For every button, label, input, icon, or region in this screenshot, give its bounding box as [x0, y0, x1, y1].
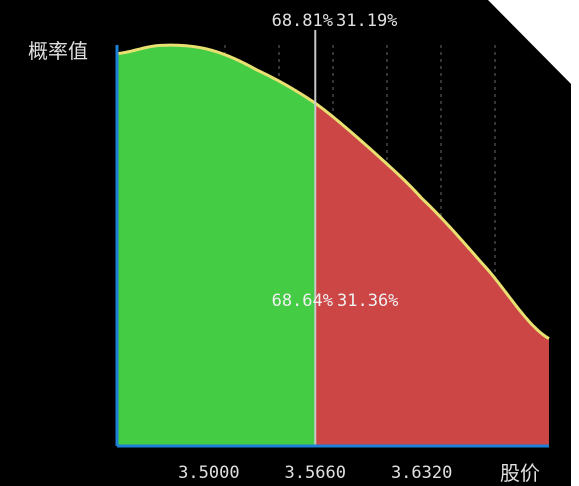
x-tick-label: 3.6320	[391, 463, 452, 483]
mid-right-percentage: 31.36%	[337, 291, 398, 311]
top-left-percentage: 68.81%	[272, 11, 333, 31]
probability-curve	[116, 43, 550, 340]
y-axis-label: 概率值	[28, 39, 88, 63]
top-right-percentage: 31.19%	[336, 11, 397, 31]
x-tick-labels: 3.5000 3.5660 3.6320	[178, 463, 452, 483]
x-axis-label: 股价	[500, 461, 540, 485]
x-tick-label: 3.5660	[285, 463, 346, 483]
left-probability-area	[117, 45, 316, 446]
x-tick-label: 3.5000	[178, 463, 239, 483]
right-probability-area	[315, 103, 549, 447]
mid-left-percentage: 68.64%	[272, 291, 333, 311]
